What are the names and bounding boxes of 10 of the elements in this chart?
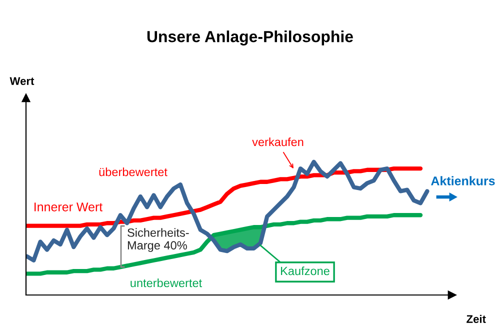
annotation: überbewertet xyxy=(99,168,168,176)
series-label: Innerer Wert xyxy=(34,202,103,212)
annotation: Sicherheits- Marge 40% xyxy=(128,228,189,252)
annotation: unterbewertet xyxy=(130,278,202,288)
chart-title: Unsere Anlage-Philosophie xyxy=(147,30,353,46)
series-label: Aktienkurs xyxy=(431,176,495,186)
annotation: Kaufzone xyxy=(281,266,330,276)
x-axis-title: Zeit xyxy=(466,314,486,323)
text: Wert xyxy=(10,77,34,85)
text: verkaufen xyxy=(252,138,304,146)
